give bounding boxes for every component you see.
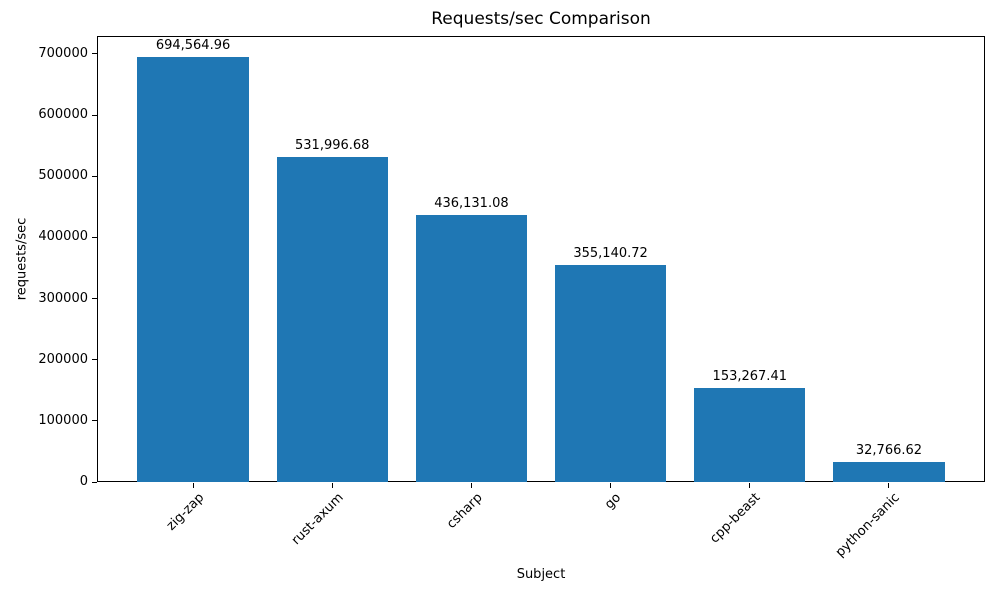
y-tick-label: 400000 [38, 229, 88, 245]
x-tick-mark [749, 483, 751, 488]
y-tick-label: 100000 [38, 412, 88, 428]
x-tick-label-python-sanic: python-sanic [832, 490, 903, 561]
x-tick-mark [470, 483, 472, 488]
y-tick-label: 200000 [38, 351, 88, 367]
y-tick-label: 600000 [38, 107, 88, 123]
y-tick-label: 0 [79, 474, 88, 489]
x-tick-mark [331, 483, 333, 488]
chart-title: Requests/sec Comparison [431, 9, 651, 29]
y-axis-label: requests/sec [14, 217, 30, 301]
y-tick-label: 300000 [38, 290, 88, 306]
y-tick-label: 700000 [38, 45, 88, 61]
x-tick-label-zig-zap: zig-zap [163, 490, 207, 534]
x-tick-mark [610, 483, 612, 488]
x-tick-mark [192, 483, 194, 488]
plot-area [97, 36, 985, 482]
x-tick-label-cpp-beast: cpp-beast [707, 490, 764, 547]
x-tick-label-go: go [602, 490, 625, 513]
x-tick-label-csharp: csharp [443, 490, 486, 532]
x-axis-label: Subject [516, 567, 566, 582]
x-tick-label-rust-axum: rust-axum [288, 490, 347, 549]
x-tick-mark [888, 483, 890, 488]
y-tick-label: 500000 [38, 168, 88, 184]
